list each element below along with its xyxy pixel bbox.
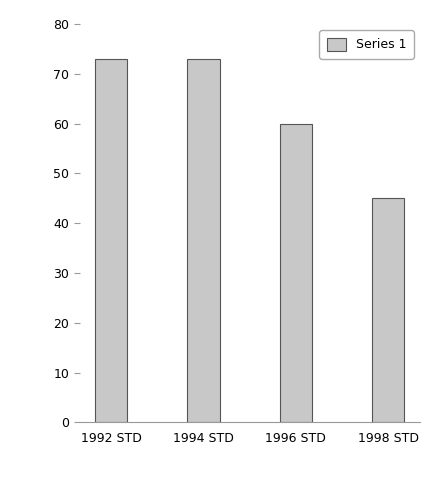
Bar bbox=[280, 124, 312, 422]
Legend: Series 1: Series 1 bbox=[320, 30, 414, 59]
Bar bbox=[95, 59, 127, 422]
Bar bbox=[187, 59, 220, 422]
Bar bbox=[372, 198, 404, 422]
